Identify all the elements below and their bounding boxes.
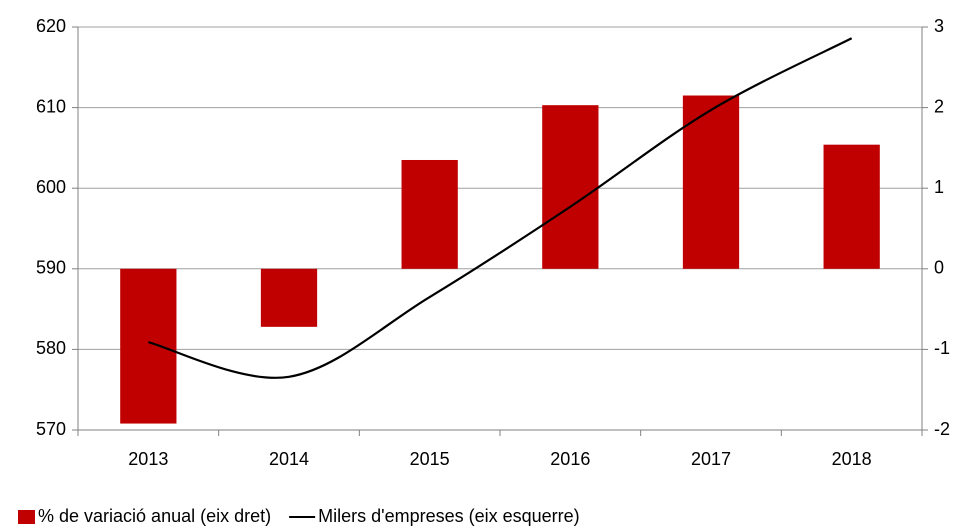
y-tick-label: 580 bbox=[36, 338, 66, 358]
bar bbox=[120, 268, 177, 424]
x-tick-label: 2017 bbox=[691, 449, 731, 469]
y2-tick-label: 1 bbox=[934, 177, 944, 197]
bar bbox=[823, 144, 880, 269]
bar bbox=[401, 159, 458, 269]
y2-tick-label: -1 bbox=[934, 338, 950, 358]
legend-swatch bbox=[18, 510, 35, 524]
y-tick-label: 620 bbox=[36, 16, 66, 36]
x-tick-label: 2018 bbox=[832, 449, 872, 469]
legend-label: % de variació anual (eix dret) bbox=[38, 506, 271, 526]
x-tick-label: 2015 bbox=[410, 449, 450, 469]
y-tick-label: 590 bbox=[36, 258, 66, 278]
x-tick-label: 2013 bbox=[128, 449, 168, 469]
y2-tick-label: 2 bbox=[934, 96, 944, 116]
bar bbox=[682, 95, 740, 269]
bar bbox=[542, 105, 599, 269]
line bbox=[148, 37, 853, 379]
y2-tick-label: 0 bbox=[934, 258, 944, 278]
x-tick-label: 2016 bbox=[550, 449, 590, 469]
y-tick-label: 600 bbox=[36, 177, 66, 197]
x-tick-label: 2014 bbox=[269, 449, 309, 469]
bar bbox=[260, 268, 318, 327]
y-tick-label: 610 bbox=[36, 96, 66, 116]
y2-tick-label: 3 bbox=[934, 16, 944, 36]
y-tick-label: 570 bbox=[36, 419, 66, 439]
legend-label: Milers d'empreses (eix esquerre) bbox=[318, 506, 580, 526]
y2-tick-label: -2 bbox=[934, 419, 950, 439]
